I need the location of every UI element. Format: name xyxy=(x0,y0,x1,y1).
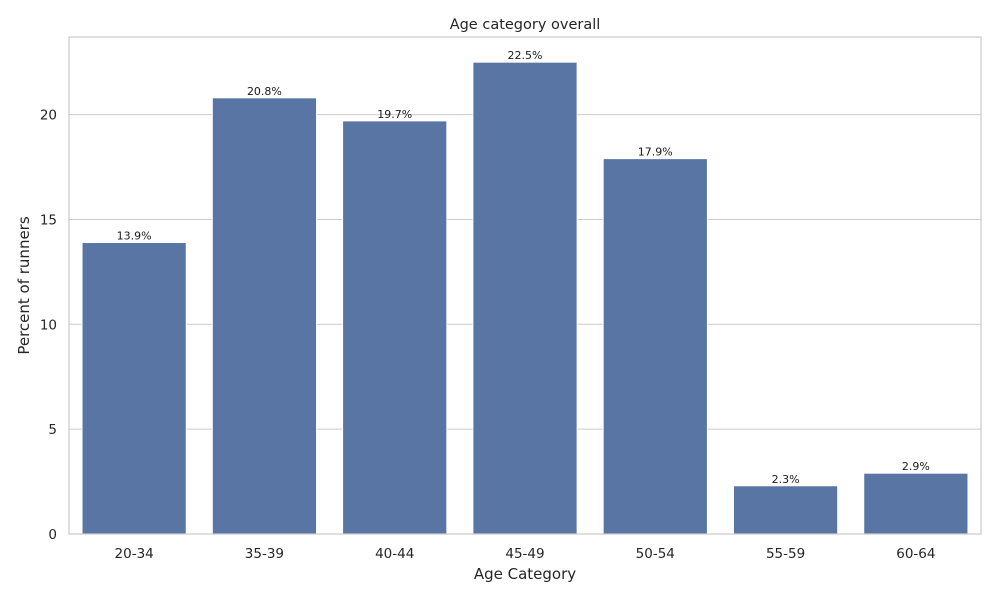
y-axis-ticks: 0 5 10 15 20 xyxy=(40,108,57,543)
x-tick-label: 55-59 xyxy=(766,546,805,562)
bar-50-54 xyxy=(602,158,708,535)
bar-value-label: 17.9% xyxy=(638,146,673,159)
bar-value-label: 22.5% xyxy=(508,49,543,62)
y-tick-label: 0 xyxy=(48,527,57,543)
bar-45-49 xyxy=(472,61,578,535)
y-tick-label: 20 xyxy=(40,108,57,124)
bar-55-59 xyxy=(732,485,839,535)
data-labels: 13.9% 20.8% 19.7% 22.5% 17.9% 2.3% 2.9% xyxy=(117,49,930,486)
plot-frame xyxy=(68,36,982,535)
x-tick-label: 45-49 xyxy=(505,546,544,562)
x-tick-label: 40-44 xyxy=(375,546,414,562)
x-tick-label: 50-54 xyxy=(636,546,675,562)
y-tick-label: 5 xyxy=(48,422,57,438)
y-axis-label: Percent of runners xyxy=(15,216,33,355)
bar-value-label: 19.7% xyxy=(377,108,412,121)
x-tick-label: 20-34 xyxy=(115,546,154,562)
bar-20-34 xyxy=(81,242,187,535)
bar-35-39 xyxy=(211,97,318,535)
x-axis-label: Age Category xyxy=(474,565,576,583)
bar-value-label: 2.3% xyxy=(772,473,800,486)
bar-60-64 xyxy=(863,472,969,535)
bar-value-label: 13.9% xyxy=(117,230,152,243)
bars xyxy=(81,61,969,535)
chart-title: Age category overall xyxy=(450,17,601,33)
x-axis-ticks: 20-34 35-39 40-44 45-49 50-54 55-59 60-64 xyxy=(115,546,936,562)
bar-40-44 xyxy=(342,120,448,535)
x-tick-label: 60-64 xyxy=(896,546,935,562)
y-tick-label: 10 xyxy=(40,317,57,333)
y-tick-label: 15 xyxy=(40,212,57,228)
x-tick-label: 35-39 xyxy=(245,546,284,562)
bar-value-label: 20.8% xyxy=(247,85,282,98)
bar-value-label: 2.9% xyxy=(902,460,930,473)
